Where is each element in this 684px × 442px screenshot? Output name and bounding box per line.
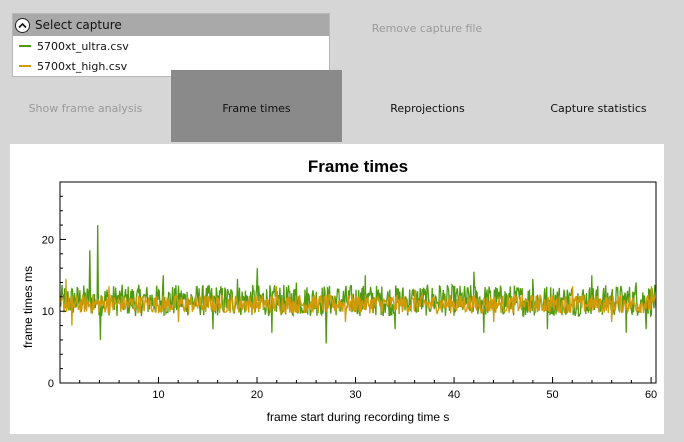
y-tick-label: 0 (48, 378, 54, 390)
tab-frame-times[interactable]: Frame times (171, 70, 342, 142)
tab-capture-statistics[interactable]: Capture statistics (550, 101, 647, 115)
series-line-ultra (59, 225, 657, 344)
series-color-swatch (19, 65, 31, 67)
x-tick-label: 50 (546, 389, 558, 401)
frame-times-chart: Frame times frame start during recording… (21, 157, 657, 424)
x-tick-label: 30 (349, 389, 361, 401)
x-tick-label: 40 (448, 389, 460, 401)
remove-capture-button[interactable]: Remove capture file (371, 22, 483, 35)
chevron-up-icon[interactable] (15, 17, 30, 33)
capture-selector: Select capture 5700xt_ultra.csv 5700xt_h… (12, 13, 330, 77)
chart-title: Frame times (308, 157, 408, 176)
y-tick-label: 20 (42, 234, 54, 246)
chart-x-axis-label: frame start during recording time s (267, 410, 450, 424)
frame-times-chart-panel: Frame times frame start during recording… (10, 144, 664, 434)
x-tick-label: 20 (251, 389, 263, 401)
capture-selector-header[interactable]: Select capture (13, 14, 329, 36)
plot-area-frame (59, 181, 657, 384)
y-tick-label: 10 (42, 306, 54, 318)
capture-item-high[interactable]: 5700xt_high.csv (13, 56, 329, 76)
capture-item-label: 5700xt_high.csv (37, 59, 128, 73)
series-color-swatch (19, 45, 31, 47)
capture-selector-title: Select capture (35, 18, 122, 32)
capture-item-ultra[interactable]: 5700xt_ultra.csv (13, 36, 329, 56)
capture-item-label: 5700xt_ultra.csv (37, 39, 129, 53)
chart-y-axis-label: frame times ms (21, 266, 35, 348)
x-tick-label: 60 (645, 389, 657, 401)
tab-reprojections[interactable]: Reprojections (390, 101, 465, 115)
x-tick-label: 10 (152, 389, 164, 401)
series-line-high (59, 278, 657, 326)
tab-show-frame-analysis[interactable]: Show frame analysis (28, 101, 143, 115)
